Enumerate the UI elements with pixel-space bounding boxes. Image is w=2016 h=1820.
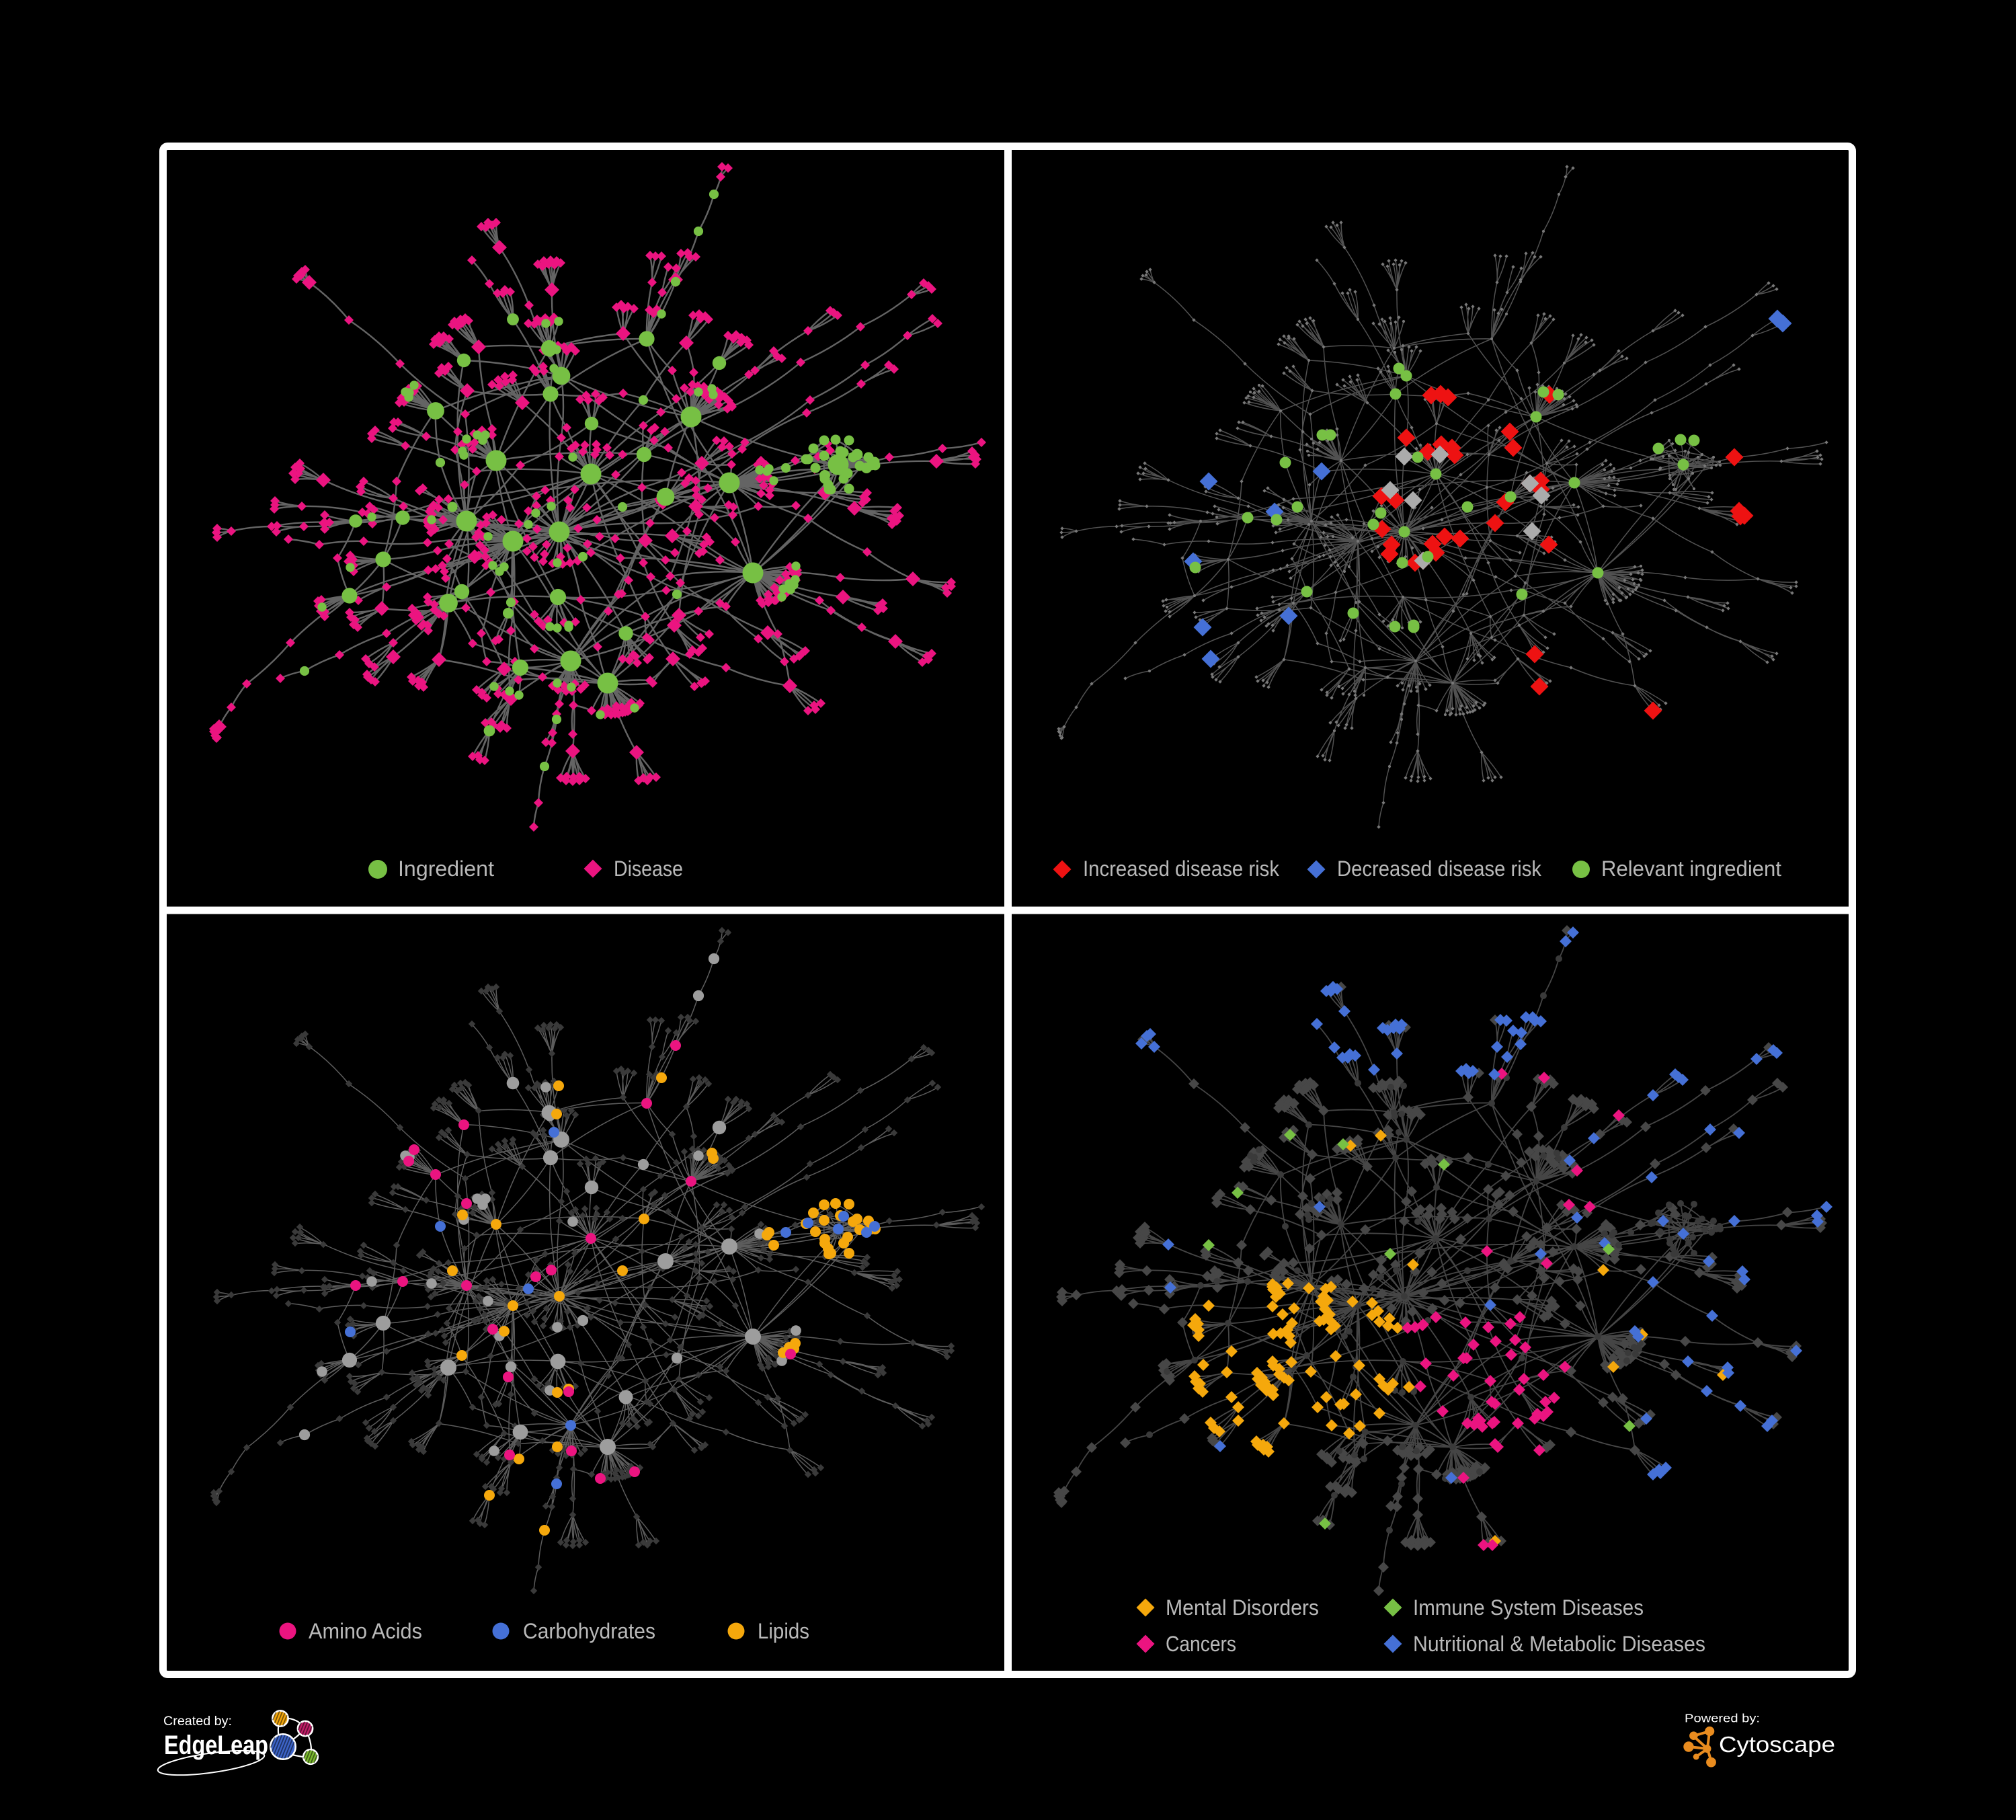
svg-text:Disease: Disease: [614, 857, 683, 881]
svg-text:Created by:: Created by:: [163, 1714, 232, 1729]
svg-text:Immune System Diseases: Immune System Diseases: [1413, 1595, 1644, 1620]
svg-text:Nutritional & Metabolic Diseas: Nutritional & Metabolic Diseases: [1413, 1632, 1705, 1656]
svg-text:Amino Acids: Amino Acids: [309, 1619, 422, 1643]
svg-text:Carbohydrates: Carbohydrates: [523, 1619, 655, 1643]
svg-text:Lipids: Lipids: [758, 1619, 809, 1643]
svg-text:Cytoscape: Cytoscape: [1719, 1732, 1835, 1757]
svg-text:Increased disease risk: Increased disease risk: [1083, 857, 1280, 881]
svg-text:Ingredient: Ingredient: [398, 857, 494, 881]
svg-text:Cancers: Cancers: [1166, 1632, 1236, 1656]
svg-text:EdgeLeap: EdgeLeap: [164, 1731, 268, 1760]
svg-text:Decreased disease risk: Decreased disease risk: [1337, 857, 1542, 881]
svg-text:Powered by:: Powered by:: [1685, 1712, 1760, 1725]
svg-text:Relevant ingredient: Relevant ingredient: [1601, 857, 1781, 881]
svg-text:Mental Disorders: Mental Disorders: [1166, 1595, 1319, 1620]
